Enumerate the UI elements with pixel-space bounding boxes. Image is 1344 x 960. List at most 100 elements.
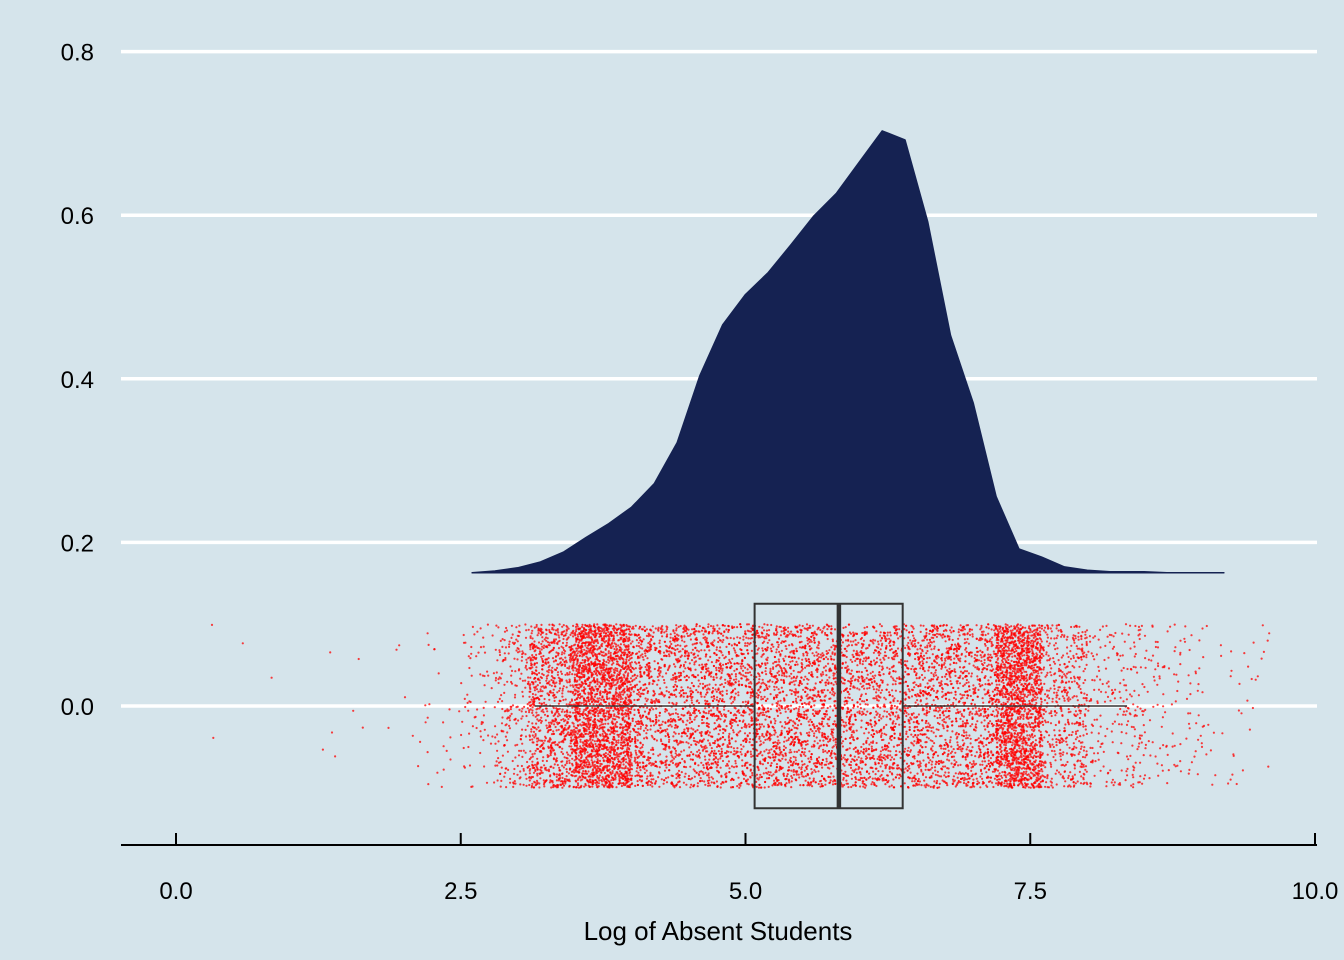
jitter-point (525, 784, 528, 787)
jitter-point (586, 696, 590, 699)
jitter-point (541, 759, 544, 763)
jitter-point (593, 725, 596, 729)
jitter-point (592, 703, 595, 706)
jitter-point (469, 657, 472, 660)
jitter-point (785, 675, 788, 678)
jitter-point (583, 785, 586, 788)
jitter-point (514, 717, 517, 720)
jitter-point (616, 771, 619, 774)
jitter-point (462, 746, 465, 750)
jitter-point (513, 780, 516, 783)
jitter-point (536, 634, 539, 637)
jitter-point (606, 697, 609, 700)
jitter-point (212, 736, 215, 740)
jitter-point (498, 653, 502, 657)
jitter-point (550, 722, 553, 725)
jitter-point (561, 651, 564, 654)
jitter-point (608, 768, 611, 771)
jitter-point (520, 764, 524, 768)
jitter-point (578, 678, 581, 681)
jitter-point (849, 658, 852, 661)
jitter-point (622, 640, 625, 643)
jitter-point (474, 715, 477, 719)
jitter-point (696, 674, 700, 677)
jitter-point (626, 706, 629, 709)
jitter-point (615, 708, 618, 711)
jitter-point (622, 751, 625, 754)
jitter-point (544, 658, 547, 661)
jitter-point (428, 703, 431, 706)
jitter-point (533, 640, 536, 643)
jitter-point (569, 633, 572, 637)
jitter-point (797, 710, 800, 713)
jitter-point (626, 729, 629, 732)
jitter-point (427, 643, 430, 647)
jitter-point (600, 747, 603, 751)
jitter-point (553, 638, 556, 641)
jitter-point (612, 629, 616, 632)
jitter-point (625, 658, 628, 661)
jitter-point (557, 640, 560, 643)
jitter-point (561, 658, 565, 661)
jitter-point (574, 734, 577, 737)
jitter-point (614, 722, 617, 725)
jitter-point (395, 648, 398, 651)
jitter-point (575, 744, 579, 747)
jitter-point (619, 670, 622, 673)
jitter-point (540, 702, 544, 705)
jitter-point (562, 729, 565, 733)
jitter-point (506, 708, 509, 711)
jitter-point (563, 714, 567, 717)
jitter-point (606, 718, 610, 721)
jitter-point (535, 688, 539, 691)
jitter-point (619, 643, 623, 646)
jitter-point (602, 753, 605, 756)
jitter-point (545, 675, 548, 678)
jitter-point (507, 652, 510, 655)
jitter-point (529, 648, 532, 651)
jitter-point (545, 639, 548, 642)
jitter-point (562, 784, 566, 787)
jitter-point (595, 671, 598, 675)
jitter-point (826, 679, 829, 682)
jitter-point (981, 707, 984, 711)
jitter-point (566, 709, 569, 712)
jitter-point (613, 748, 617, 752)
jitter-point (719, 766, 722, 769)
jitter-point (531, 629, 534, 632)
jitter-point (618, 716, 621, 719)
jitter-point (642, 729, 646, 732)
jitter-point (509, 665, 512, 668)
jitter-point (519, 776, 522, 779)
jitter-point (750, 674, 753, 677)
jitter-point (886, 666, 889, 669)
jitter-point (546, 692, 549, 695)
jitter-point (562, 718, 565, 721)
jitter-point (498, 651, 501, 654)
jitter-point (533, 657, 536, 660)
jitter-point (610, 673, 613, 676)
jitter-point (535, 673, 539, 676)
jitter-point (664, 735, 667, 738)
jitter-point (442, 745, 445, 748)
jitter-point (585, 772, 588, 775)
jitter-point (587, 667, 591, 670)
jitter-point (621, 664, 624, 667)
jitter-point (501, 700, 504, 703)
jitter-point (612, 635, 615, 638)
jitter-point (606, 644, 609, 647)
jitter-point (592, 748, 596, 751)
jitter-point (598, 748, 601, 752)
jitter-point (541, 668, 544, 671)
jitter-point (576, 672, 579, 675)
jitter-point (795, 660, 798, 664)
jitter-point (562, 685, 565, 688)
jitter-point (587, 700, 591, 703)
jitter-point (596, 761, 599, 764)
jitter-point (620, 736, 623, 740)
jitter-point (577, 754, 580, 757)
jitter-point (497, 626, 500, 629)
jitter-point (598, 665, 602, 668)
jitter-point (582, 697, 586, 700)
jitter-point (618, 664, 622, 667)
